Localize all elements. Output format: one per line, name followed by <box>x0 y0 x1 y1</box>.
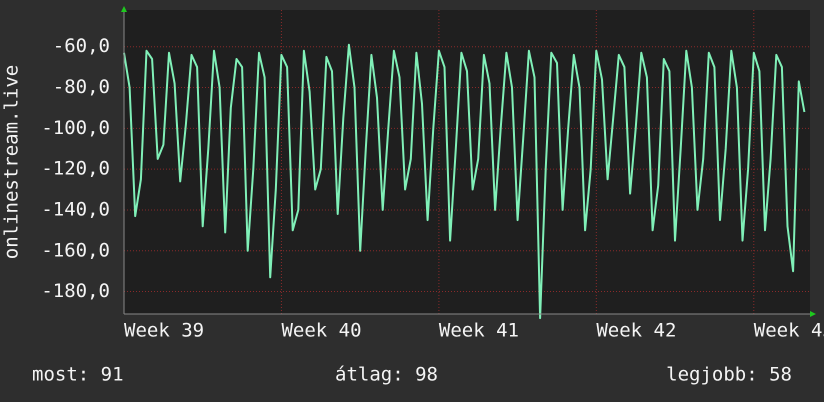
x-arrow <box>810 311 816 317</box>
x-tick-label: Week 39 <box>124 320 204 342</box>
footer-best: legjobb: 58 <box>666 364 792 386</box>
y-tick-label: -80,0 <box>53 76 110 98</box>
x-tick-label: Week 41 <box>439 320 519 342</box>
y-arrow <box>121 6 127 12</box>
y-axis-label: onlinestream.live <box>1 65 23 259</box>
y-tick-label: -60,0 <box>53 35 110 57</box>
marks <box>123 43 806 320</box>
series-line <box>123 43 806 320</box>
y-tick-label: -120,0 <box>41 158 110 180</box>
footer-average: átlag: 98 <box>335 364 438 386</box>
y-tick-label: -180,0 <box>41 280 110 302</box>
x-tick-label: Week 43 <box>754 320 824 342</box>
footer-current: most: 91 <box>32 364 124 386</box>
plot-area <box>124 10 810 314</box>
x-tick-label: Week 40 <box>281 320 361 342</box>
y-tick-label: -160,0 <box>41 239 110 261</box>
y-tick-label: -100,0 <box>41 117 110 139</box>
x-tick-label: Week 42 <box>596 320 676 342</box>
y-tick-label: -140,0 <box>41 198 110 220</box>
